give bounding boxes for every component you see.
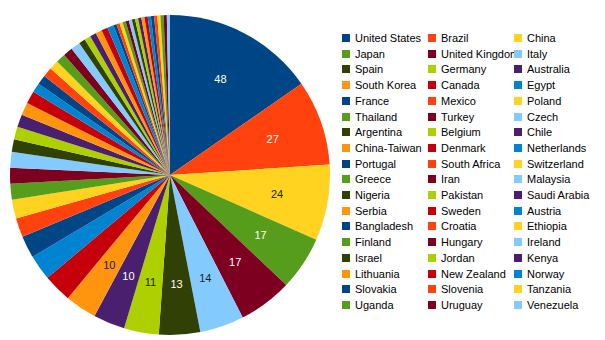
html-text:Spain: Spain [355, 63, 384, 76]
html-text:Lithuania: Lithuania [355, 267, 400, 280]
html-text:Denmark: Denmark [441, 141, 486, 154]
html-text:Turkey: Turkey [441, 110, 475, 123]
html-text:Greece: Greece [355, 173, 392, 186]
html-text:Iran: Iran [441, 173, 460, 186]
html-text:Switzerland: Switzerland [527, 157, 584, 170]
html-text:Pakistan: Pakistan [441, 189, 484, 201]
html-text:Germany: Germany [441, 63, 487, 76]
html-text:Kenya: Kenya [527, 251, 559, 264]
svg-text:24: 24 [271, 188, 283, 200]
html-text:Egypt: Egypt [527, 79, 556, 92]
html-text:Malaysia: Malaysia [527, 173, 571, 186]
html-text:Slovakia: Slovakia [355, 283, 397, 296]
html-text:Sweden: Sweden [441, 204, 481, 217]
html-text:Israel: Israel [355, 251, 382, 264]
html-text:Canada: Canada [441, 79, 480, 92]
html-text:Czech: Czech [527, 110, 559, 123]
html-text:Poland: Poland [527, 94, 562, 107]
svg-text:10: 10 [103, 259, 115, 271]
html-text:Chile: Chile [527, 126, 553, 139]
svg-text:17: 17 [229, 256, 241, 268]
html-text:Croatia: Croatia [441, 220, 477, 233]
html-text:Portugal: Portugal [355, 157, 396, 170]
html-text:Jordan: Jordan [441, 251, 475, 264]
html-text:Bangladesh: Bangladesh [355, 220, 414, 233]
html-text:Brazil: Brazil [441, 32, 469, 44]
html-text:Thailand: Thailand [355, 110, 398, 123]
html-text:South Africa: South Africa [441, 157, 501, 170]
html-text:Australia: Australia [527, 63, 570, 76]
html-text:South Korea: South Korea [355, 79, 417, 92]
html-text:China-Taiwan: China-Taiwan [355, 141, 422, 154]
html-text:Uganda: Uganda [355, 298, 394, 311]
html-text:Serbia: Serbia [355, 204, 387, 217]
html-text:Saudi Arabia: Saudi Arabia [527, 189, 590, 201]
html-text:Austria: Austria [527, 204, 562, 217]
html-text:United Kingdom: United Kingdom [441, 47, 520, 60]
html-text:United States: United States [355, 32, 421, 44]
svg-text:13: 13 [170, 278, 182, 290]
svg-text:17: 17 [254, 229, 266, 241]
html-text:Japan: Japan [355, 47, 385, 60]
html-text:Nigeria: Nigeria [355, 189, 390, 201]
html-text:Norway: Norway [527, 267, 565, 280]
html-text:Netherlands: Netherlands [527, 141, 587, 154]
html-text:China: China [527, 32, 556, 44]
html-text:Slovenia: Slovenia [441, 283, 484, 296]
html-text:France: France [355, 94, 390, 107]
svg-text:27: 27 [267, 133, 279, 145]
html-text:Ethiopia: Ethiopia [527, 220, 567, 233]
html-text:Finland: Finland [355, 236, 392, 249]
svg-text:10: 10 [122, 270, 134, 282]
svg-text:48: 48 [214, 73, 226, 85]
html-text:Italy: Italy [527, 47, 548, 60]
html-text:Belgium: Belgium [441, 126, 481, 139]
html-text:Mexico: Mexico [441, 94, 476, 107]
html-text:Uruguay: Uruguay [441, 298, 483, 311]
html-text:Venezuela: Venezuela [527, 298, 579, 311]
html-text:New Zealand: New Zealand [441, 267, 506, 280]
html-text:Argentina: Argentina [355, 126, 403, 139]
html-text:Ireland: Ireland [527, 236, 561, 249]
html-text:Tanzania: Tanzania [527, 283, 571, 296]
svg-text:11: 11 [145, 276, 156, 288]
html-text:Hungary: Hungary [441, 236, 483, 249]
svg-text:14: 14 [199, 272, 211, 284]
